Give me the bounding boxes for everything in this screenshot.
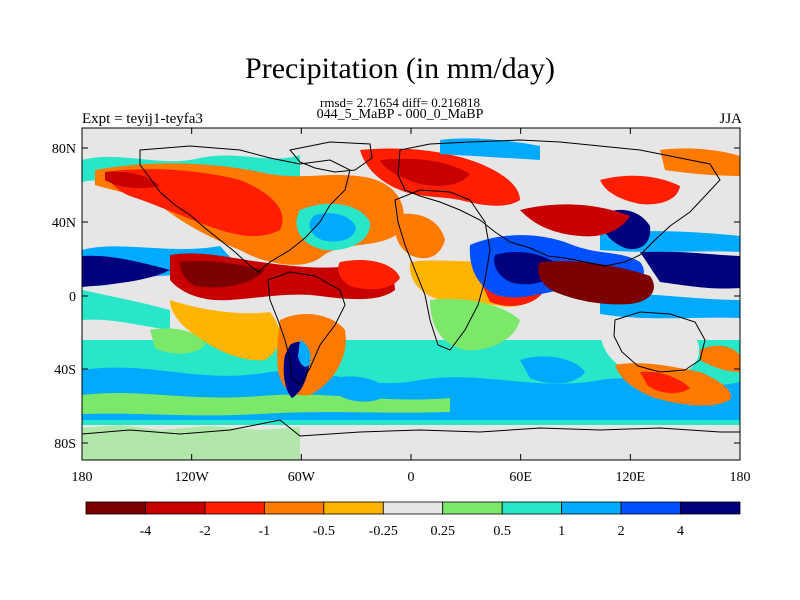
south-atlantic-blue-patch bbox=[330, 376, 390, 402]
colorbar-label: -0.25 bbox=[369, 524, 398, 539]
lat-label: 0 bbox=[69, 290, 76, 305]
south-pacific-cyan bbox=[82, 290, 170, 330]
colorbar-label: 1 bbox=[558, 524, 565, 539]
lon-label: 120E bbox=[616, 470, 646, 485]
eurasia-coast bbox=[397, 139, 721, 267]
south-atlantic-blue bbox=[298, 340, 311, 367]
south-america-coast bbox=[267, 271, 346, 386]
southeast-pacific-yellow bbox=[170, 300, 280, 361]
east-pacific-darkblue-tongue bbox=[82, 255, 170, 287]
arctic-eurasia-blue bbox=[440, 138, 540, 160]
colorbar-label: 4 bbox=[677, 524, 684, 539]
lon-label: 180 bbox=[730, 470, 751, 485]
greenland-coast bbox=[289, 141, 373, 173]
north-africa-orange bbox=[394, 213, 445, 259]
colorbar-swatch bbox=[501, 501, 563, 515]
experiment-label: Expt = teyij1-teyfa3 bbox=[82, 111, 203, 127]
colorbar-swatch bbox=[85, 501, 146, 515]
colorbar-label: 0.5 bbox=[493, 524, 511, 539]
south-pacific-green-patch bbox=[150, 328, 205, 354]
colorbar-legend: -4 -2 -1 -0.5 -0.25 0.25 0.5 1 2 4 bbox=[85, 501, 741, 539]
coastlines bbox=[82, 139, 740, 437]
lon-label: 120W bbox=[175, 470, 210, 485]
colorbar-swatch bbox=[561, 501, 622, 515]
antarctica-coast bbox=[82, 419, 740, 437]
southern-africa-green bbox=[430, 298, 520, 351]
colorbar-swatch bbox=[620, 501, 681, 515]
lat-label: 40S bbox=[54, 363, 76, 378]
southeast-asia-deep-red bbox=[538, 260, 654, 305]
africa-coast bbox=[394, 189, 491, 351]
colorbar-swatch bbox=[680, 501, 741, 515]
colorbar-label: 2 bbox=[618, 524, 625, 539]
latitude-axis: 80N 40N 0 40S 80S bbox=[52, 142, 740, 452]
map-title: Precipitation (in mm/day) bbox=[245, 52, 555, 85]
australia-coast bbox=[613, 311, 706, 373]
south-australia-red bbox=[640, 371, 690, 394]
colorbar-swatch bbox=[145, 501, 206, 515]
stats-subtitle: rmsd= 2.71654 diff= 0.216818 bbox=[320, 95, 480, 110]
season-label: JJA bbox=[719, 111, 742, 127]
tibet-dark-red bbox=[520, 204, 630, 237]
lat-label: 40N bbox=[52, 216, 76, 231]
lat-label: 80N bbox=[52, 142, 76, 157]
atlantic-itcz-red bbox=[338, 259, 400, 290]
lon-label: 60W bbox=[288, 470, 316, 485]
longitude-axis: 180 120W 60W 0 60E 120E 180 bbox=[72, 128, 751, 485]
lon-label: 180 bbox=[72, 470, 93, 485]
colorbar-swatch bbox=[204, 501, 265, 515]
siberia-red bbox=[600, 175, 680, 205]
south-indian-blue-patch bbox=[520, 356, 585, 384]
precipitation-anomaly-field bbox=[82, 128, 740, 460]
colorbar-label: -2 bbox=[199, 524, 211, 539]
west-pacific-darkblue-tongue bbox=[640, 251, 740, 289]
colorbar-label: -0.5 bbox=[313, 524, 335, 539]
colorbar-swatch bbox=[442, 501, 503, 515]
colorbar-label: 0.25 bbox=[430, 524, 455, 539]
experiment-runs-subtitle: 044_5_MaBP - 000_0_MaBP bbox=[316, 107, 484, 122]
colorbar-swatch bbox=[263, 501, 325, 515]
antarctica-green-patch bbox=[82, 425, 300, 460]
australia-neutral bbox=[599, 318, 700, 375]
north-america-coast bbox=[139, 145, 351, 273]
lat-label: 80S bbox=[54, 437, 76, 452]
lon-label: 0 bbox=[408, 470, 415, 485]
colorbar-swatch bbox=[323, 501, 384, 515]
north-pacific-dark-red bbox=[105, 171, 160, 188]
colorbar-swatch bbox=[382, 501, 444, 515]
colorbar-label: -1 bbox=[259, 524, 271, 539]
arctic-neutral bbox=[82, 128, 740, 150]
colorbar-label: -4 bbox=[140, 524, 152, 539]
map-panel bbox=[81, 127, 741, 461]
east-pacific-deep-red bbox=[180, 260, 265, 288]
scandinavia-dark-red bbox=[380, 158, 470, 186]
tasman-orange bbox=[700, 345, 740, 372]
lon-label: 60E bbox=[509, 470, 532, 485]
